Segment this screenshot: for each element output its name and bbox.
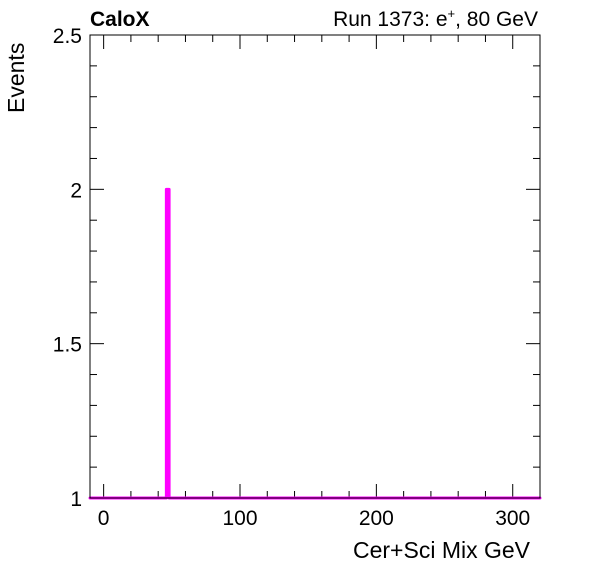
- run-title-suffix: , 80 GeV: [455, 8, 538, 31]
- run-title-sup: +: [448, 6, 456, 21]
- x-tick-label: 0: [98, 507, 110, 530]
- histogram-series-line: [88, 187, 542, 500]
- y-tick-label: 2.5: [53, 25, 82, 48]
- series-layer: [88, 187, 542, 500]
- plot-frame: [89, 34, 541, 499]
- axis-ticks: [90, 34, 541, 499]
- x-tick-label: 200: [359, 507, 394, 530]
- run-title: Run 1373: e+, 80 GeV: [333, 6, 538, 31]
- x-tick-label: 300: [495, 507, 530, 530]
- y-tick-labels: 1 1.5 2 2.5: [53, 25, 82, 511]
- run-title-prefix: Run 1373: e: [333, 8, 447, 31]
- y-tick-label: 2: [70, 179, 82, 202]
- x-tick-label: 100: [222, 507, 257, 530]
- y-axis-label: Events: [3, 43, 29, 113]
- experiment-title: CaloX: [90, 8, 150, 31]
- x-axis-label: Cer+Sci Mix GeV: [353, 537, 531, 563]
- y-tick-label: 1: [70, 488, 82, 511]
- y-tick-label: 1.5: [53, 334, 82, 357]
- x-tick-labels: 0 100 200 300: [98, 507, 530, 530]
